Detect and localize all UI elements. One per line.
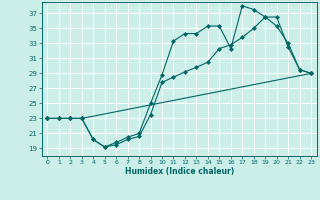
X-axis label: Humidex (Indice chaleur): Humidex (Indice chaleur) bbox=[124, 167, 234, 176]
